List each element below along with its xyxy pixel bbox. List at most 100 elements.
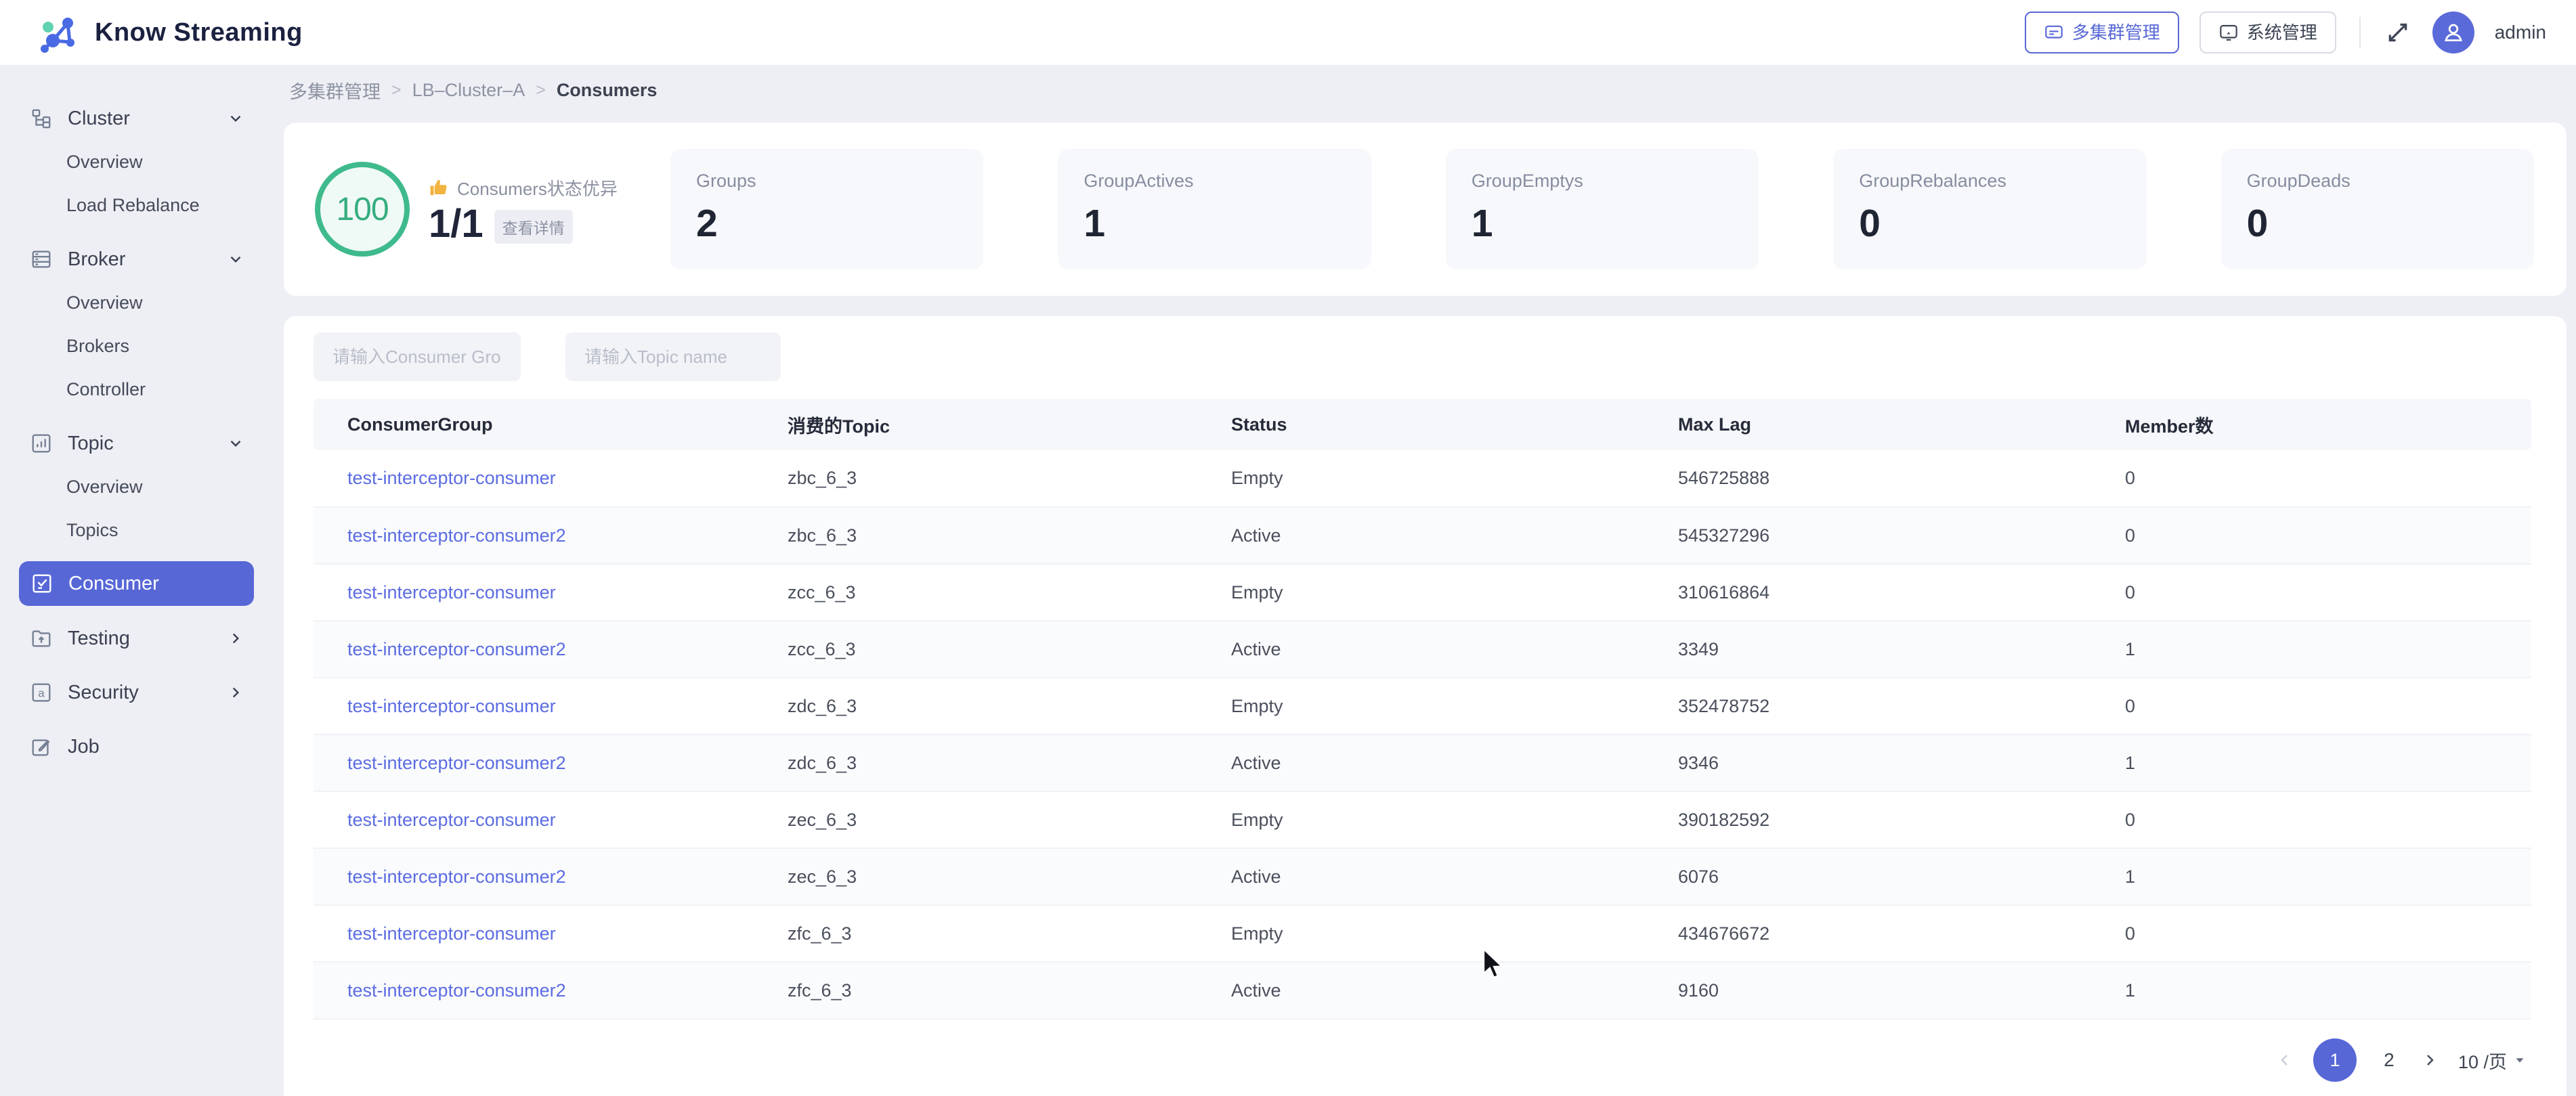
max-lag-cell: 9160 [1644, 962, 2091, 1020]
max-lag-cell: 6076 [1644, 848, 2091, 906]
column-header-status: Status [1197, 399, 1644, 450]
sidebar-item-label: Topic [68, 432, 114, 454]
system-admin-button[interactable]: 系统管理 [2199, 12, 2336, 53]
brand: Know Streaming [38, 11, 303, 54]
table-header-row: ConsumerGroup 消费的Topic Status Max Lag Me… [314, 399, 2531, 450]
consumer-icon [30, 572, 53, 595]
sidebar: Cluster Overview Load Rebalance Broker O… [0, 66, 281, 1096]
topic-name-search-input[interactable] [565, 332, 781, 381]
consumer-group-link[interactable]: test-interceptor-consumer2 [347, 866, 566, 887]
members-cell: 0 [2091, 564, 2531, 621]
sidebar-item-job[interactable]: Job [0, 725, 281, 768]
topic-cell: zbc_6_3 [754, 507, 1197, 565]
sidebar-item-label: Cluster [68, 107, 130, 129]
view-details-link[interactable]: 查看详情 [494, 209, 573, 244]
table-row: test-interceptor-consumer zcc_6_3 Empty … [314, 564, 2531, 621]
max-lag-cell: 434676672 [1644, 905, 2091, 963]
members-cell: 1 [2091, 621, 2531, 678]
status-cell: Empty [1197, 791, 1644, 849]
sidebar-item-cluster[interactable]: Cluster [0, 97, 281, 140]
stat-label: GroupRebalances [1859, 171, 2006, 191]
sidebar-item-load-rebalance[interactable]: Load Rebalance [0, 183, 281, 227]
table-row: test-interceptor-consumer2 zdc_6_3 Activ… [314, 735, 2531, 792]
user-avatar[interactable] [2432, 12, 2474, 53]
page-size-select[interactable]: 10 /页 [2458, 1047, 2526, 1074]
consumer-group-link[interactable]: test-interceptor-consumer [347, 923, 556, 944]
sidebar-item-testing[interactable]: Testing [0, 617, 281, 660]
system-admin-label: 系统管理 [2246, 22, 2317, 43]
consumer-group-link[interactable]: test-interceptor-consumer [347, 468, 556, 488]
multi-cluster-button[interactable]: 多集群管理 [2024, 12, 2179, 53]
sidebar-item-broker[interactable]: Broker [0, 238, 281, 281]
breadcrumb-cluster[interactable]: LB–Cluster–A [412, 79, 525, 100]
members-cell: 1 [2091, 962, 2531, 1020]
consumer-group-link[interactable]: test-interceptor-consumer [347, 582, 556, 602]
consumers-table-card: ConsumerGroup 消费的Topic Status Max Lag Me… [284, 316, 2567, 1096]
health-ratio: 1/1 [429, 201, 484, 246]
consumer-group-link[interactable]: test-interceptor-consumer [347, 695, 556, 716]
sidebar-item-consumer[interactable]: Consumer [19, 561, 254, 606]
status-cell: Active [1197, 848, 1644, 906]
sidebar-item-label: Broker [68, 248, 126, 270]
cluster-icon [30, 107, 53, 130]
status-cell: Empty [1197, 678, 1644, 735]
sidebar-item-security[interactable]: a Security [0, 671, 281, 714]
consumer-group-link[interactable]: test-interceptor-consumer2 [347, 638, 566, 659]
health-score-ring: 100 [315, 162, 410, 257]
sidebar-subitem-label: Overview [66, 476, 143, 497]
column-header-members: Member数 [2091, 399, 2531, 450]
sidebar-item-brokers[interactable]: Brokers [0, 324, 281, 368]
sidebar-item-topic[interactable]: Topic [0, 422, 281, 465]
topic-cell: zbc_6_3 [754, 450, 1197, 508]
members-cell: 0 [2091, 905, 2531, 963]
health-overview-card: 100 Consumers状态优异 1/1 查 [284, 123, 2567, 296]
stat-card-group-rebalances: GroupRebalances 0 [1833, 149, 2147, 269]
page-number-2[interactable]: 2 [2384, 1049, 2395, 1070]
stat-label: GroupEmptys [1471, 171, 1583, 191]
stat-cards: Groups 2 GroupActives 1 GroupEmptys 1 Gr… [670, 149, 2535, 269]
svg-text:a: a [38, 687, 45, 700]
broker-icon [30, 248, 53, 271]
status-cell: Active [1197, 507, 1644, 565]
health-status-text: Consumers状态优异 [457, 178, 618, 199]
sidebar-item-cluster-overview[interactable]: Overview [0, 140, 281, 183]
app-header: Know Streaming 多集群管理 系统管理 [0, 0, 2576, 66]
chevron-down-icon [227, 250, 244, 268]
breadcrumb-multi-cluster[interactable]: 多集群管理 [289, 81, 381, 102]
topic-cell: zec_6_3 [754, 848, 1197, 906]
fullscreen-icon[interactable] [2384, 18, 2412, 47]
pagination: 1 2 10 /页 [314, 1038, 2531, 1082]
system-manage-icon [2218, 22, 2239, 43]
sidebar-item-broker-overview[interactable]: Overview [0, 281, 281, 324]
max-lag-cell: 546725888 [1644, 450, 2091, 508]
sidebar-item-label: Testing [68, 627, 130, 649]
breadcrumb-separator: > [391, 80, 402, 100]
table-row: test-interceptor-consumer2 zcc_6_3 Activ… [314, 621, 2531, 678]
username-label: admin [2494, 22, 2546, 43]
table-row: test-interceptor-consumer2 zec_6_3 Activ… [314, 848, 2531, 906]
consumer-group-link[interactable]: test-interceptor-consumer2 [347, 752, 566, 773]
stat-value: 2 [696, 202, 718, 245]
table-row: test-interceptor-consumer zdc_6_3 Empty … [314, 678, 2531, 735]
sidebar-item-topic-overview[interactable]: Overview [0, 465, 281, 508]
column-header-topic: 消费的Topic [754, 399, 1197, 450]
prev-page-icon[interactable] [2277, 1052, 2293, 1068]
topic-cell: zec_6_3 [754, 791, 1197, 849]
consumer-group-link[interactable]: test-interceptor-consumer2 [347, 980, 566, 1001]
status-cell: Active [1197, 962, 1644, 1020]
brand-title: Know Streaming [95, 18, 303, 47]
page-number-1[interactable]: 1 [2313, 1038, 2357, 1082]
stat-value: 0 [1859, 202, 1881, 245]
sidebar-item-controller[interactable]: Controller [0, 368, 281, 411]
consumer-group-link[interactable]: test-interceptor-consumer2 [347, 525, 566, 546]
table-row: test-interceptor-consumer zec_6_3 Empty … [314, 791, 2531, 849]
status-cell: Active [1197, 621, 1644, 678]
consumer-group-search-input[interactable] [314, 332, 521, 381]
consumer-group-link[interactable]: test-interceptor-consumer [347, 809, 556, 830]
sidebar-item-topics[interactable]: Topics [0, 508, 281, 552]
stat-value: 0 [2246, 202, 2269, 245]
testing-icon [30, 627, 53, 650]
next-page-icon[interactable] [2422, 1052, 2438, 1068]
table-row: test-interceptor-consumer zbc_6_3 Empty … [314, 450, 2531, 508]
stat-label: GroupDeads [2246, 171, 2350, 191]
